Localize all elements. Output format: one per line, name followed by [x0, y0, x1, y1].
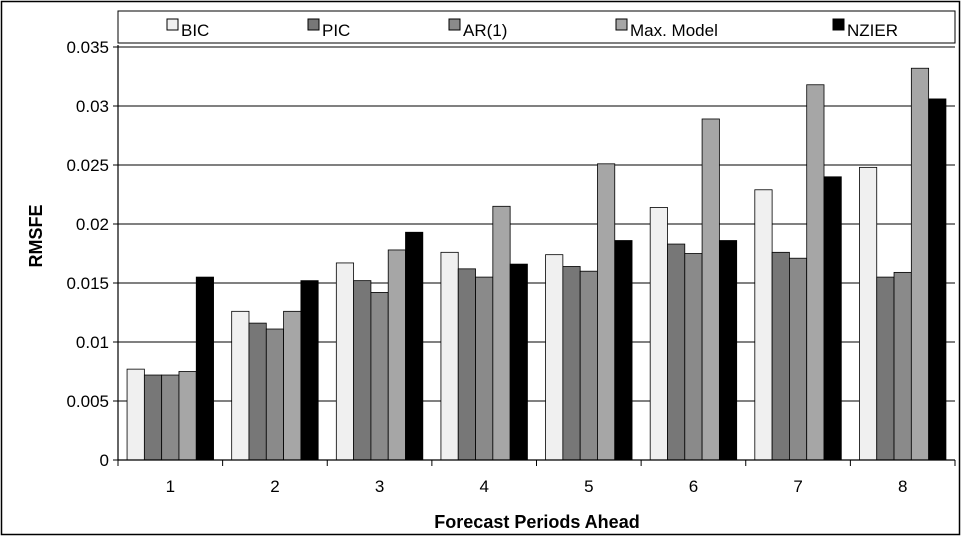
bar-pic-6	[667, 243, 686, 461]
legend-label: PIC	[322, 21, 350, 40]
bar-ar-1-1	[161, 374, 180, 461]
bar-ar-1-7	[789, 257, 808, 461]
x-tick-labels: 1 2 3 4 5 6 7 8	[166, 477, 908, 496]
bar-ar-1-6	[684, 253, 703, 461]
bar-max-model-6	[701, 118, 720, 461]
bar-max-model-2	[283, 310, 302, 461]
x-tick-label: 7	[793, 477, 802, 496]
x-tick-label: 8	[898, 477, 907, 496]
bar-ar-1-8	[893, 271, 912, 461]
bar-bic-4	[440, 251, 459, 461]
bar-nzier-7	[823, 176, 842, 461]
bar-bic-8	[859, 166, 878, 461]
legend-label: NZIER	[847, 21, 898, 40]
bar-bic-5	[545, 254, 564, 461]
x-tick-label: 6	[689, 477, 698, 496]
y-axis-label: RMSFE	[26, 205, 46, 268]
y-tick-label: 0	[100, 451, 109, 470]
bar-nzier-1	[195, 276, 214, 461]
bar-pic-5	[562, 266, 581, 461]
legend-box	[117, 10, 956, 44]
y-tick-label: 0.005	[66, 392, 109, 411]
bar-bic-2	[231, 310, 250, 461]
legend-swatch	[166, 18, 179, 31]
legend-label: BIC	[181, 21, 209, 40]
bar-nzier-5	[614, 240, 633, 461]
bar-bic-7	[754, 189, 773, 461]
bar-pic-4	[457, 268, 476, 461]
x-tick-label: 1	[166, 477, 175, 496]
y-tick-label: 0.025	[66, 156, 109, 175]
bar-pic-8	[876, 276, 895, 461]
y-tick-labels: 0 0.005 0.01 0.015 0.02 0.025 0.03 0.035	[66, 38, 109, 470]
bar-pic-7	[771, 251, 790, 461]
bar-nzier-6	[718, 240, 738, 461]
legend-swatch	[615, 18, 628, 31]
bar-bic-1	[126, 368, 145, 461]
legend-swatch	[307, 18, 320, 31]
bar-ar-1-3	[370, 292, 389, 461]
bar-max-model-7	[806, 84, 825, 461]
y-tick-label: 0.03	[76, 97, 109, 116]
legend-label: AR(1)	[463, 21, 507, 40]
bar-ar-1-4	[475, 276, 494, 461]
bar-nzier-3	[405, 231, 424, 461]
x-tick-label: 5	[584, 477, 593, 496]
x-axis-label: Forecast Periods Ahead	[434, 512, 639, 532]
legend-swatch	[448, 18, 461, 31]
y-tick-label: 0.015	[66, 274, 109, 293]
bar-bic-6	[649, 207, 668, 461]
y-tick-label: 0.01	[76, 333, 109, 352]
x-tick-label: 2	[270, 477, 279, 496]
legend: BIC PIC AR(1) Max. Model NZIER	[117, 10, 956, 44]
bars	[126, 67, 947, 461]
bar-max-model-8	[910, 67, 930, 461]
bar-max-model-1	[178, 371, 197, 461]
bar-bic-3	[335, 262, 355, 461]
bar-ar-1-2	[265, 328, 284, 461]
legend-swatch	[832, 18, 845, 31]
y-tick-label: 0.02	[76, 215, 109, 234]
bar-nzier-2	[300, 280, 319, 461]
bar-pic-1	[143, 374, 163, 461]
bar-nzier-4	[509, 263, 528, 461]
bar-pic-3	[353, 280, 372, 461]
bar-nzier-8	[928, 98, 947, 461]
bar-pic-2	[248, 322, 267, 461]
legend-label: Max. Model	[630, 21, 718, 40]
bar-ar-1-5	[579, 270, 598, 461]
x-tick-label: 3	[375, 477, 384, 496]
bar-max-model-5	[597, 163, 616, 461]
axes	[113, 45, 956, 466]
x-tick-label: 4	[479, 477, 488, 496]
bar-max-model-4	[492, 205, 511, 461]
bar-max-model-3	[387, 249, 406, 461]
y-tick-label: 0.035	[66, 38, 109, 57]
